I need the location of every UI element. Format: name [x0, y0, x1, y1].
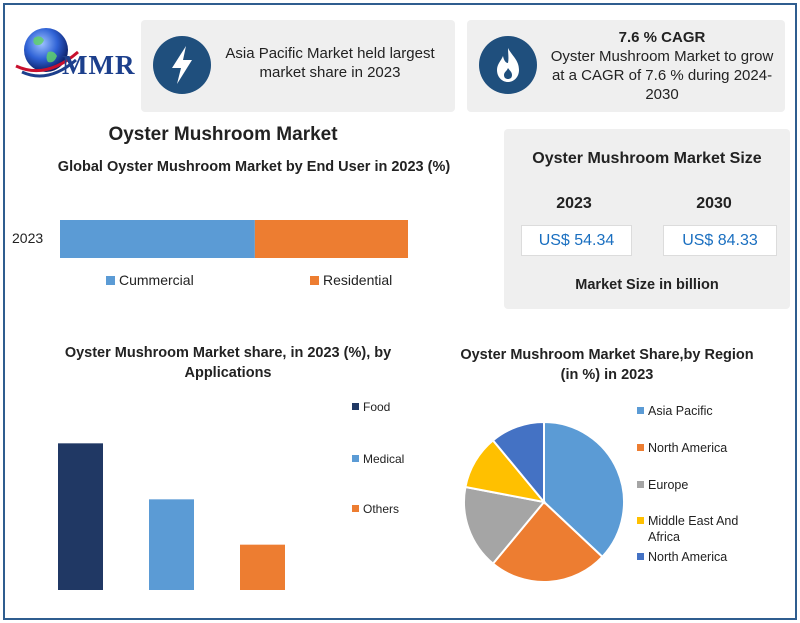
legend-label: Asia Pacific	[648, 404, 713, 418]
market-size-2030-value: US$ 84.33	[663, 225, 777, 256]
globe-icon	[15, 28, 79, 78]
legend-item-north-america-2: North America	[637, 549, 777, 565]
legend-swatch	[310, 275, 319, 285]
legend-label: Others	[363, 502, 400, 516]
logo-text: MMR	[62, 50, 136, 80]
region-chart-title: Oyster Mushroom Market Share,by Region (…	[460, 347, 754, 383]
legend-item-residential: Residential	[310, 272, 392, 288]
market-size-title: Oyster Mushroom Market Size	[532, 150, 762, 167]
legend-item-middle-east-africa: Middle East And Africa	[637, 513, 777, 545]
legend-swatch	[637, 517, 644, 525]
legend-label: Residential	[323, 272, 393, 288]
market-size-note: Market Size in billion	[575, 277, 719, 293]
legend-swatch	[352, 403, 359, 411]
legend-label: Middle East And Africa	[648, 514, 739, 544]
legend-label: Food	[363, 400, 391, 414]
legend-swatch	[352, 455, 359, 463]
legend-label: North America	[648, 441, 728, 455]
legend-item-asia-pacific: Asia Pacific	[637, 403, 777, 419]
legend-label: North America	[648, 550, 728, 564]
info-text-cagr: 7.6 % CAGR Oyster Mushroom Market to gro…	[547, 28, 777, 104]
infographic-frame	[3, 3, 797, 620]
page-title: Oyster Mushroom Market	[108, 124, 338, 145]
year-2023-label: 2023	[556, 195, 592, 212]
legend-item-north-america: North America	[637, 440, 777, 456]
legend-label: Cummercial	[119, 272, 194, 288]
market-size-2023-value: US$ 54.34	[521, 225, 632, 256]
flame-icon	[479, 36, 537, 94]
lightning-bolt-icon	[153, 36, 211, 94]
legend-item-europe: Europe	[637, 477, 777, 493]
legend-swatch	[106, 275, 115, 285]
end-user-chart-title: Global Oyster Mushroom Market by End Use…	[57, 159, 451, 175]
legend-swatch	[637, 481, 644, 489]
legend-item-food: Food	[352, 400, 390, 414]
info-text-largest-share: Asia Pacific Market held largest market …	[225, 45, 435, 81]
legend-item-medical: Medical	[352, 452, 404, 466]
cagr-title: 7.6 % CAGR	[618, 29, 706, 46]
year-2030-label: 2030	[696, 195, 732, 212]
legend-item-commercial: Cummercial	[106, 272, 194, 288]
mmr-logo: MMR	[12, 22, 137, 84]
info-box-largest-share: Asia Pacific Market held largest market …	[141, 20, 455, 112]
legend-label: Medical	[363, 452, 405, 466]
info-box-cagr: 7.6 % CAGR Oyster Mushroom Market to gro…	[467, 20, 785, 112]
legend-swatch	[352, 505, 359, 513]
legend-swatch	[637, 444, 644, 452]
applications-chart-title: Oyster Mushroom Market share, in 2023 (%…	[64, 345, 392, 381]
market-size-panel: Oyster Mushroom Market Size 2023 2030 US…	[504, 129, 790, 309]
legend-label: Europe	[648, 478, 689, 492]
legend-item-others: Others	[352, 502, 399, 516]
legend-swatch	[637, 407, 644, 415]
end-user-category-label: 2023	[12, 230, 44, 246]
cagr-description: Oyster Mushroom Market to grow at a CAGR…	[550, 48, 774, 103]
legend-swatch	[637, 553, 644, 561]
